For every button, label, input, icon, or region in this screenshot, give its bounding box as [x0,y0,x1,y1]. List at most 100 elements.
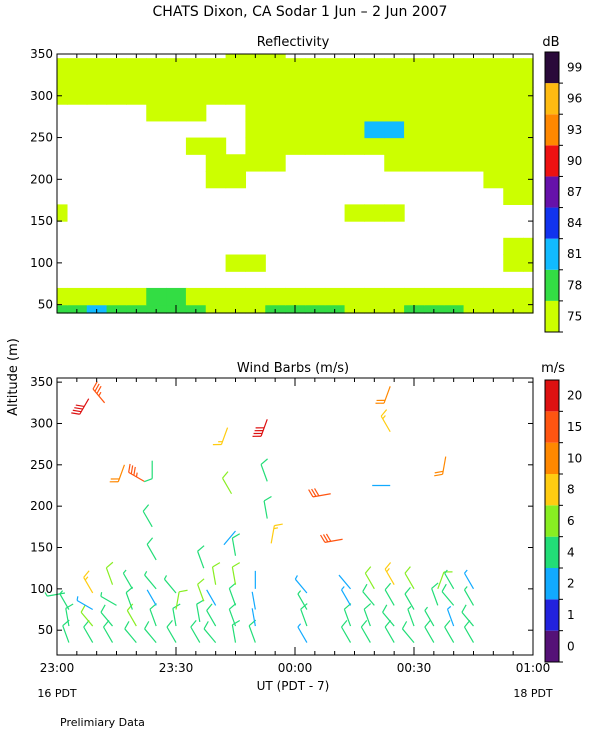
reflectivity-cell [523,137,534,155]
barb-shaft [404,572,415,590]
reflectivity-cell [245,70,266,89]
colorbar-frame [544,51,560,333]
barb-shaft [294,578,308,594]
reflectivity-cell [483,170,504,189]
barb-half-flag [84,576,89,581]
reflectivity-cell [443,137,465,155]
wind-barb [128,463,145,482]
reflectivity-cell [126,58,147,72]
barb-shaft [206,610,217,627]
wind-barb [444,569,455,590]
barb-shaft [401,628,415,643]
barb-half-flag [163,575,168,580]
reflectivity-cell [404,287,425,306]
reflectivity-cell [503,170,524,189]
wind-barb [300,603,308,627]
reflectivity-cell [225,58,247,72]
reflectivity-cell [225,170,247,189]
reflectivity-cell [404,58,425,72]
reflectivity-cell [205,87,227,105]
barb-flag [314,488,320,497]
reflectivity-cell [404,154,425,172]
reflectivity-cell [463,287,485,306]
barb-flag [190,620,197,628]
wind-barb [144,571,157,590]
wind-barb [375,386,391,404]
barb-half-flag [122,569,127,574]
colorbar-label: 81 [567,247,582,261]
wind-axes: 50 100 150 200 250 300 350 23:00 23:30 00:00 00:30… [30,375,550,675]
date-right: 18 PDT [513,687,553,700]
barb-flag [143,478,153,483]
barb-flag [166,620,173,628]
wind-barb [211,562,221,585]
colorbar-swatch [545,83,559,115]
reflectivity-cell [185,287,207,306]
reflectivity-cell [344,137,366,155]
colorbar-swatch [545,599,559,631]
wind-barb [100,592,117,606]
colorbar-label: 78 [567,278,582,292]
y-tick-label: 300 [30,416,53,430]
reflectivity-cell [483,87,504,105]
barb-flag [105,561,114,569]
barb-shaft [197,551,205,569]
barb-flag [384,562,392,570]
reflectivity-cell [324,87,346,105]
reflectivity-cell [265,104,286,122]
reflectivity-cell [146,287,167,306]
reflectivity-cell [185,58,207,72]
wind-barb [142,504,153,528]
x-tick-label: 00:00 [278,661,313,675]
barb-shaft [100,595,117,606]
reflectivity-cell [404,120,425,139]
barb-flag [96,385,102,394]
reflectivity-cell [423,87,445,105]
wind-barb [203,621,217,643]
reflectivity-cell [265,287,286,306]
reflectivity-cell [384,204,405,222]
barb-shaft [297,593,308,610]
barb-shaft [384,626,395,643]
reflectivity-cell [384,120,405,139]
barb-flag [75,404,85,408]
reflectivity-cell [384,104,405,122]
barb-flag [144,621,150,630]
barb-shaft [228,608,237,627]
barb-shaft [343,608,352,627]
reflectivity-cell [86,58,108,72]
reflectivity-colorbar: 75 78 81 84 87 90 93 96 99 [544,51,582,333]
reflectivity-cell [364,58,385,72]
reflectivity-cell [225,87,247,105]
reflectivity-cell [285,70,306,89]
wind-barb [166,620,177,643]
wind-barb [446,605,455,627]
reflectivity-cell [523,154,534,172]
barb-shaft [324,538,343,543]
reflectivity-cell [324,70,346,89]
reflectivity-title: Reflectivity [257,35,330,50]
reflectivity-cell [324,104,346,122]
wind-barb [431,582,439,606]
reflectivity-cell [404,87,425,105]
barb-flag [128,463,131,473]
wind-barb [463,569,475,590]
reflectivity-cell [265,58,286,72]
barb-half-flag [382,415,386,420]
barb-shaft [211,566,217,585]
reflectivity-cell [285,287,306,306]
reflectivity-cell [304,137,326,155]
reflectivity-cell [463,137,485,155]
reflectivity-cell [503,187,524,205]
wind-barb [92,381,106,404]
barb-flag [311,488,317,497]
wind-barb [320,533,343,543]
barb-shaft [461,611,474,627]
reflectivity-cell [66,58,88,72]
colorbar-swatch [545,442,559,474]
barb-flag [434,473,443,477]
barb-shaft [263,500,268,519]
reflectivity-cell [245,120,266,139]
x-tick-label: 00:30 [397,661,432,675]
reflectivity-cell [166,70,187,89]
